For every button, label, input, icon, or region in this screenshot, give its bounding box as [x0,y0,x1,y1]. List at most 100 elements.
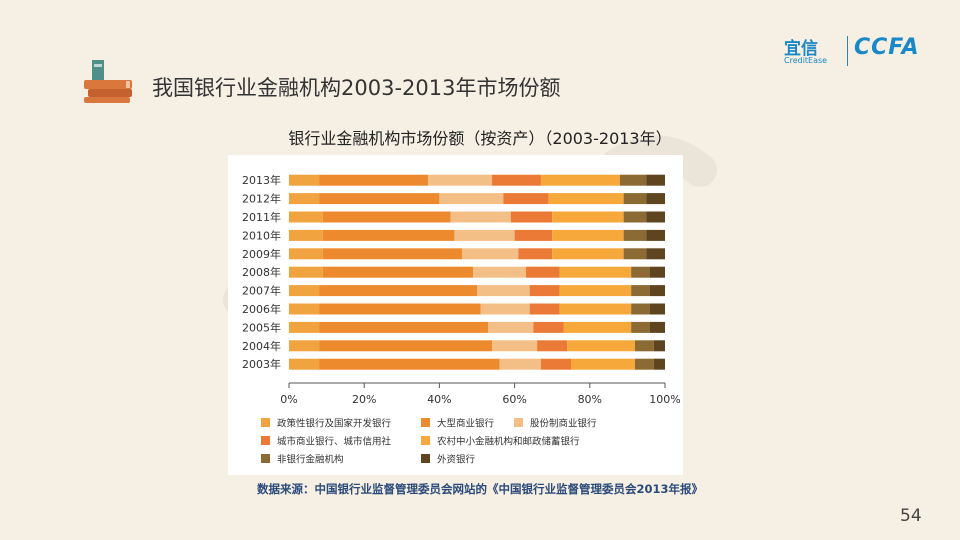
bar-segment-1 [322,266,474,278]
y-tick-label: 2009年 [242,247,281,261]
x-tick-label: 40% [427,393,451,406]
bar-segment-5 [631,303,650,315]
chart-title: 银行业金融机构市场份额（按资产）（2003-2013年） [288,129,672,148]
legend-label-0: 政策性银行及国家开发银行 [277,418,392,430]
bar-segment-5 [631,285,650,297]
x-tick-label: 60% [502,393,526,406]
bar-segment-3 [518,248,553,260]
bar-segment-4 [552,248,624,260]
bar-segment-3 [492,174,541,186]
bar-segment-3 [503,193,549,205]
bar-segment-4 [552,229,624,241]
legend-swatch-3 [261,436,270,445]
y-tick-label: 2011年 [242,210,281,224]
bar-segment-0 [289,248,323,260]
bar-segment-6 [653,340,665,352]
legend-swatch-1 [421,418,430,427]
bar-segment-5 [631,266,650,278]
bar-segment-1 [322,248,462,260]
bar-segment-6 [646,229,665,241]
bar-segment-0 [289,358,320,370]
x-tick-label: 20% [352,393,376,406]
y-tick-label: 2003年 [242,357,281,371]
legend-swatch-5 [261,454,270,463]
bar-segment-5 [623,211,647,223]
y-tick-label: 2006年 [242,302,281,316]
bar-segment-2 [477,285,530,297]
bar-segment-2 [461,248,519,260]
brand-ccfa: CCFA [854,35,920,60]
y-tick-label: 2013年 [242,173,281,187]
bar-segment-3 [510,211,553,223]
legend-label-1: 大型商业银行 [437,418,495,430]
bar-segment-6 [646,248,665,260]
legend-swatch-2 [514,418,523,427]
bar-segment-0 [289,340,320,352]
bar-segment-0 [289,193,320,205]
y-tick-label: 2008年 [242,265,281,279]
bar-segment-1 [319,285,477,297]
bar-segment-0 [289,321,320,333]
bar-segment-0 [289,266,323,278]
bar-segment-4 [559,303,632,315]
bar-segment-2 [488,321,534,333]
chart-panel: 2013年 2012年 2011年 2010年 2009年 2008年 2007年 2006年… [228,155,683,475]
brand-separator [847,36,848,66]
bar-segment-6 [646,211,665,223]
bar-segment-3 [540,358,571,370]
y-tick-label: 2012年 [242,192,281,206]
bar-segment-5 [634,340,654,352]
x-tick-label: 80% [578,393,602,406]
bar-segment-3 [537,340,568,352]
bar-segment-2 [480,303,530,315]
legend-swatch-4 [421,436,430,445]
bar-segment-6 [649,266,665,278]
bar-segment-0 [289,285,320,297]
bar-segment-4 [559,285,632,297]
bar-segment-4 [548,193,624,205]
bar-segment-4 [563,321,632,333]
legend-swatch-6 [421,454,430,463]
y-tick-label: 2010年 [242,228,281,242]
bar-segment-6 [649,285,665,297]
bar-segment-2 [499,358,541,370]
bar-segment-4 [552,211,624,223]
bar-segment-0 [289,303,320,315]
legend-label-3: 城市商业银行、城市信用社 [277,436,392,448]
bar-segment-6 [653,358,665,370]
bar-segment-1 [319,174,429,186]
bar-segment-2 [492,340,538,352]
bar-segment-1 [319,303,481,315]
bar-segment-0 [289,229,323,241]
legend-swatch-0 [261,418,270,427]
bar-segment-6 [649,321,665,333]
bar-segment-2 [439,193,504,205]
bar-segment-4 [540,174,620,186]
bar-segment-3 [533,321,564,333]
bar-segment-5 [634,358,654,370]
bar-segment-0 [289,211,323,223]
bar-segment-2 [450,211,511,223]
bar-segment-5 [631,321,650,333]
data-source: 数据来源：中国银行业监督管理委员会网站的《中国银行业监督管理委员会2013年报》 [256,482,703,496]
bar-segment-3 [514,229,553,241]
bar-segment-6 [649,303,665,315]
legend-label-2: 股份制商业银行 [530,418,597,430]
bar-segment-3 [525,266,560,278]
bar-segment-1 [319,193,440,205]
bar-segment-5 [623,229,647,241]
bar-segment-2 [473,266,526,278]
bar-segment-1 [319,321,489,333]
stacked-bar-chart: 2013年 2012年 2011年 2010年 2009年 2008年 2007年 2006年… [242,173,681,465]
bar-segment-0 [289,174,320,186]
bar-segment-3 [529,285,560,297]
books-icon [84,60,132,103]
bar-segment-4 [571,358,635,370]
bar-segment-4 [559,266,632,278]
x-tick-label: 100% [649,393,680,406]
bar-segment-5 [623,193,647,205]
y-tick-label: 2005年 [242,320,281,334]
brand-logo: 宜信 CreditEase CCFA [784,34,934,70]
bar-segment-4 [567,340,635,352]
bar-segment-5 [619,174,647,186]
